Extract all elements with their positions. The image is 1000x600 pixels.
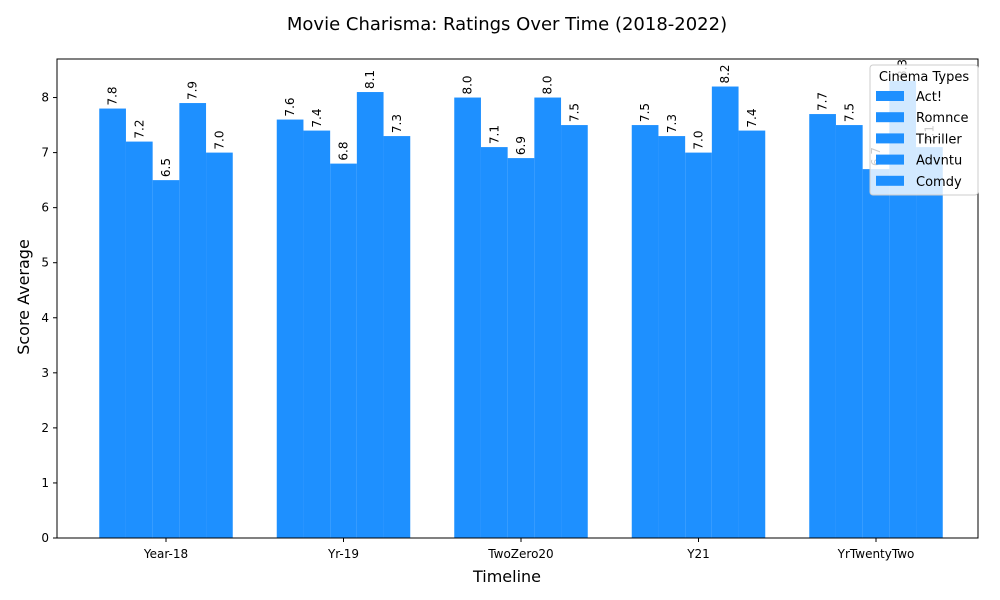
legend-title: Cinema Types: [879, 70, 970, 85]
bar: [99, 108, 126, 538]
data-label: 7.3: [665, 114, 679, 133]
bars-group: [99, 81, 943, 539]
x-tick-label: Y21: [686, 547, 710, 561]
data-label: 7.7: [816, 92, 830, 111]
x-tick-label: TwoZero20: [487, 547, 553, 561]
bar: [658, 136, 686, 539]
legend-entry: Thriller: [915, 132, 962, 147]
legend-swatch: [876, 133, 904, 144]
bar: [179, 103, 207, 539]
data-label: 8.1: [363, 70, 377, 89]
x-axis: Year-18 Yr-19 TwoZero20 Y21 YrTwentyTwo: [143, 538, 914, 561]
x-axis-label: Timeline: [472, 567, 541, 586]
data-label: 8.0: [541, 75, 555, 94]
bar: [711, 86, 739, 538]
y-tick-label: 3: [41, 366, 49, 380]
data-label: 8.0: [461, 75, 475, 94]
data-label: 6.5: [159, 158, 173, 177]
legend-entry: Act!: [916, 90, 942, 105]
data-label: 7.0: [212, 131, 226, 150]
data-label: 7.5: [638, 103, 652, 122]
x-tick-label: Yr-19: [327, 547, 359, 561]
data-label: 7.1: [487, 125, 501, 144]
bar: [685, 152, 712, 538]
y-axis: 0 1 2 3 4 5 6 7 8: [41, 91, 57, 545]
bar: [330, 163, 357, 538]
legend-entry: Advntu: [916, 154, 962, 169]
y-axis-label: Score Average: [14, 239, 33, 355]
bar: [480, 147, 508, 538]
bar: [356, 92, 384, 538]
legend-swatch: [876, 154, 904, 165]
data-label: 7.4: [745, 108, 759, 127]
data-label: 8.2: [718, 64, 732, 83]
data-label: 7.5: [842, 103, 856, 122]
data-label: 6.8: [337, 142, 351, 161]
bar: [534, 97, 562, 539]
y-tick-label: 6: [41, 201, 49, 215]
data-label: 7.8: [106, 86, 120, 105]
bar: [125, 141, 153, 538]
bar: [862, 169, 890, 539]
y-tick-label: 5: [41, 256, 49, 270]
bar: [561, 125, 588, 538]
bar: [383, 136, 411, 539]
data-label: 7.5: [567, 103, 581, 122]
y-tick-label: 4: [41, 311, 49, 325]
bar: [738, 130, 766, 538]
bar: [631, 125, 659, 538]
legend-swatch: [876, 91, 904, 101]
data-label: 7.6: [283, 97, 297, 116]
data-label: 7.2: [132, 119, 146, 138]
bar: [507, 158, 535, 538]
data-label: 6.9: [514, 136, 528, 155]
bar: [303, 130, 331, 538]
x-tick-label: Year-18: [143, 547, 188, 561]
legend: Cinema Types Act! Romnce Thriller Advntu Comd…: [869, 64, 979, 196]
bar: [206, 152, 233, 538]
chart-title: Movie Charisma: Ratings Over Time (2018-…: [287, 14, 727, 35]
y-tick-label: 2: [41, 421, 49, 435]
bar: [454, 97, 481, 539]
bar: [809, 114, 836, 539]
bar: [835, 125, 863, 538]
y-tick-label: 1: [41, 476, 49, 490]
data-label: 7.9: [186, 81, 200, 100]
legend-entry: Comdy: [916, 175, 962, 190]
legend-swatch: [876, 112, 904, 123]
bar: [916, 147, 943, 538]
y-tick-label: 0: [41, 531, 49, 545]
legend-entry: Romnce: [916, 111, 968, 126]
bar: [152, 180, 180, 538]
data-labels-group: 7.8 7.6 8.0 7.5 7.7 7.2 7.4 7.1 7.3 7.5 6.5 6.8 6.9 7…: [106, 59, 937, 177]
legend-swatch: [876, 175, 904, 186]
bar: [276, 119, 304, 538]
plot-frame: [56, 58, 979, 539]
data-label: 7.3: [390, 114, 404, 133]
x-tick-label: YrTwentyTwo: [837, 547, 915, 561]
y-tick-label: 7: [41, 146, 49, 160]
data-label: 7.0: [692, 131, 706, 150]
data-label: 7.4: [310, 108, 324, 127]
y-tick-label: 8: [41, 91, 49, 105]
